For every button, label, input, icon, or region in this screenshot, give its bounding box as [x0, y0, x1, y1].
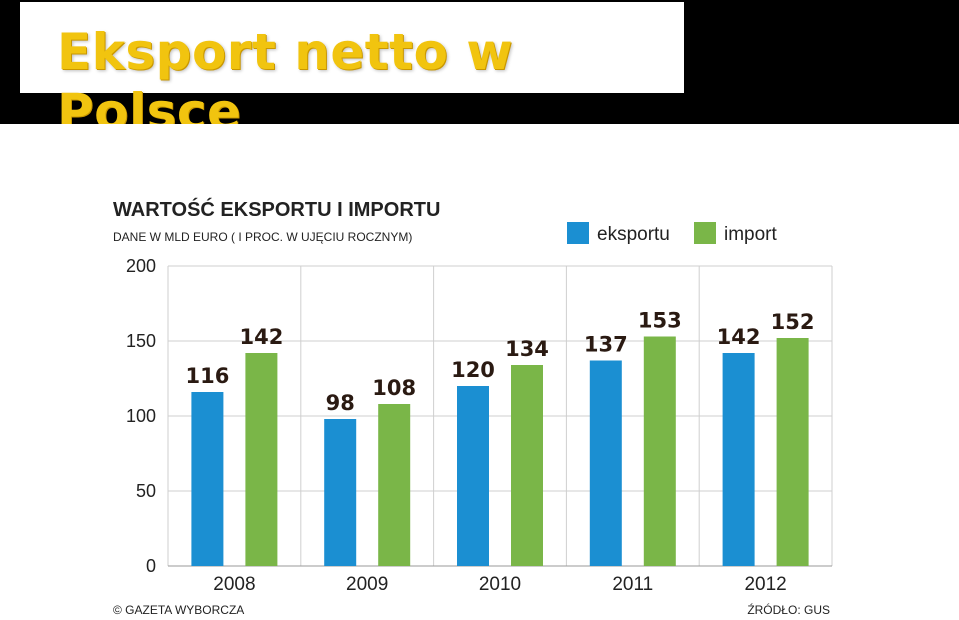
value-label: 120	[451, 358, 495, 382]
y-tick-label: 50	[136, 481, 156, 501]
legend-label-eksportu: eksportu	[597, 224, 670, 245]
value-labels: 116 142 98 108 120 134 137 153 142 152	[185, 309, 814, 416]
x-axis: 2008 2009 2010 2011 2012	[213, 574, 786, 595]
x-tick-label: 2010	[479, 574, 521, 595]
y-axis: 0 50 100 150 200	[126, 256, 156, 576]
bars	[191, 336, 809, 566]
legend-swatch-import	[694, 222, 716, 244]
value-label: 116	[185, 364, 229, 388]
chart-grid	[167, 265, 833, 567]
value-label: 152	[771, 310, 815, 334]
bar-import-2010	[511, 365, 543, 566]
y-tick-label: 100	[126, 406, 156, 426]
value-label: 108	[372, 376, 416, 400]
legend-label-import: import	[724, 224, 778, 245]
title-box: Eksport netto w Polsce	[20, 2, 684, 141]
value-label: 137	[584, 333, 628, 357]
y-tick-label: 0	[146, 556, 156, 576]
bar-eksportu-2008	[191, 392, 224, 566]
legend-swatch-eksportu	[567, 222, 589, 244]
y-tick-label: 150	[126, 331, 156, 351]
bar-eksportu-2010	[457, 386, 489, 566]
bar-eksportu-2012	[722, 353, 755, 566]
footer-source-right: ŹRÓDŁO: GUS	[747, 602, 830, 617]
chart-legend: eksportu import	[567, 222, 778, 245]
bar-import-2008	[245, 353, 278, 566]
y-tick-label: 200	[126, 256, 156, 276]
value-label: 153	[638, 309, 682, 333]
bar-eksportu-2009	[324, 419, 357, 566]
chart-subtitle: DANE W MLD EURO ( I PROC. W UJĘCIU ROCZN…	[113, 230, 412, 244]
chart-title: WARTOŚĆ EKSPORTU I IMPORTU	[113, 197, 440, 221]
bar-import-2012	[776, 338, 809, 566]
value-label: 142	[717, 325, 761, 349]
value-label: 134	[505, 337, 549, 361]
value-label: 98	[326, 391, 355, 415]
footer-source-left: © GAZETA WYBORCZA	[113, 603, 244, 617]
x-tick-label: 2008	[213, 574, 255, 595]
slide-title: Eksport netto w Polsce	[57, 23, 514, 141]
x-tick-label: 2011	[612, 574, 653, 595]
chart-panel: WARTOŚĆ EKSPORTU I IMPORTU DANE W MLD EU…	[0, 124, 959, 620]
value-label: 142	[239, 325, 283, 349]
x-tick-label: 2009	[346, 574, 388, 595]
x-tick-label: 2012	[744, 574, 786, 595]
bar-eksportu-2011	[589, 360, 622, 566]
bar-chart: WARTOŚĆ EKSPORTU I IMPORTU DANE W MLD EU…	[113, 197, 833, 617]
bar-import-2011	[643, 336, 676, 566]
bar-import-2009	[378, 404, 411, 566]
